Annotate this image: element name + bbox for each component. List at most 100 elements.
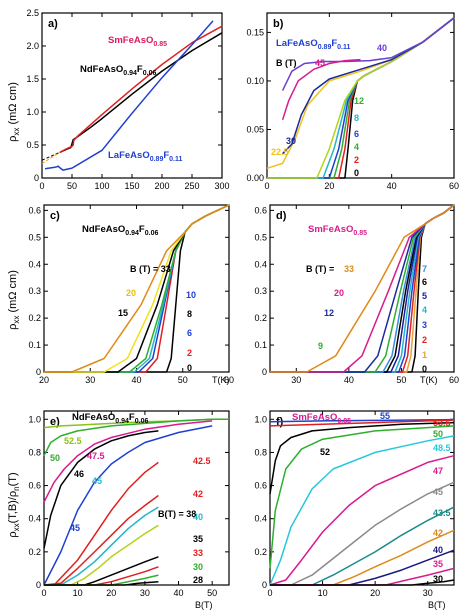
curve-label-8: 8 — [187, 309, 192, 319]
curve-label-33: 33 — [193, 548, 203, 558]
curve-label-52.5: 52.5 — [64, 436, 82, 446]
x-tick-label: 30 — [85, 375, 95, 385]
curve-label-6: 6 — [354, 129, 359, 139]
y-tick-label: 0.05 — [246, 124, 264, 134]
curve-label-33: 33 — [344, 264, 354, 274]
curve-label-45: 45 — [92, 476, 102, 486]
a-label-ndfeaso: NdFeAsO0.94F0.06 — [80, 64, 156, 77]
series-line-42 — [270, 529, 455, 586]
y-tick-label: 0.10 — [246, 76, 264, 86]
curve-label-40: 40 — [193, 512, 203, 522]
series-line-45 — [270, 481, 455, 586]
series-line-50 — [43, 418, 229, 457]
y-tick-label: 0.4 — [254, 259, 267, 269]
c-ylabel: ρxx (mΩ cm) — [7, 270, 21, 330]
series-line-43.5 — [270, 506, 455, 586]
curve-label-47: 47 — [433, 466, 443, 476]
e-ylabel: ρxx(T,B)/ρn(T) — [7, 472, 21, 537]
curve-label-42.5: 42.5 — [193, 456, 211, 466]
series-line-48.5 — [269, 435, 455, 586]
d-legend-title: B (T) = — [306, 264, 334, 274]
d-xlabel: T(K) — [420, 375, 438, 385]
series-line-40 — [270, 549, 455, 586]
y-tick-label: 0.5 — [28, 232, 41, 242]
curve-label-50: 50 — [433, 429, 443, 439]
series-line-45 — [281, 58, 361, 121]
y-tick-label: 0 — [262, 367, 267, 377]
a-label-smfeaso: SmFeAsO0.85 — [108, 35, 167, 48]
curve-label-2: 2 — [354, 155, 359, 165]
panel-frame — [266, 12, 455, 179]
y-tick-label: 0.2 — [28, 313, 41, 323]
x-tick-label: 30 — [423, 588, 433, 598]
x-tick-label: 30 — [291, 375, 301, 385]
x-tick-label: 40 — [344, 375, 354, 385]
series-line-40 — [281, 17, 455, 91]
x-tick-label: 20 — [324, 181, 334, 191]
curve-label-15: 15 — [118, 308, 128, 318]
panel-letter: a) — [48, 18, 58, 30]
x-tick-label: 300 — [214, 181, 229, 191]
y-tick-label: 0.8 — [28, 447, 41, 457]
series-line-curve — [59, 32, 223, 153]
y-tick-label: 0.2 — [28, 547, 41, 557]
curve-label-45: 45 — [315, 58, 325, 68]
x-tick-label: 20 — [106, 588, 116, 598]
series-line-50 — [269, 425, 455, 569]
y-tick-label: 0 — [36, 580, 41, 590]
series-line-53.5 — [269, 419, 455, 427]
x-tick-label: 0 — [267, 588, 272, 598]
curve-label-28: 28 — [193, 575, 203, 585]
y-tick-label: 0.4 — [254, 514, 267, 524]
curve-label-30: 30 — [193, 562, 203, 572]
curve-label-40: 40 — [433, 545, 443, 555]
a-label-lafeaso: LaFeAsO0.89F0.11 — [108, 150, 183, 163]
x-tick-label: 250 — [184, 181, 199, 191]
y-tick-label: 2.0 — [26, 41, 39, 51]
x-tick-label: 100 — [94, 181, 109, 191]
series-line-40 — [44, 506, 159, 586]
f-xlabel: B(T) — [428, 600, 446, 610]
y-tick-label: 0.6 — [254, 205, 267, 215]
curve-label-4: 4 — [422, 305, 427, 315]
x-tick-label: 150 — [124, 181, 139, 191]
panel-b: 0 20 40 600.000.050.100.15b)45403022.512864… — [246, 12, 459, 191]
curve-label-35: 35 — [193, 534, 203, 544]
y-tick-label: 0.15 — [246, 27, 264, 37]
curve-label-7: 7 — [422, 264, 427, 274]
b-title: LaFeAsO0.89F0.11 — [276, 38, 351, 51]
curve-label-4: 4 — [354, 142, 359, 152]
panel-letter: b) — [273, 18, 284, 30]
curve-label-8: 8 — [354, 113, 359, 123]
curve-label-9: 9 — [318, 341, 323, 351]
curve-label-22.5: 22.5 — [271, 147, 289, 157]
c-legend-title: B (T) = 33 — [130, 264, 171, 274]
y-tick-label: 0.4 — [28, 259, 41, 269]
curve-label-0: 0 — [354, 168, 359, 178]
series-line-33 — [44, 204, 230, 373]
y-tick-label: 1.0 — [26, 107, 39, 117]
c-xlabel: T(K) — [212, 375, 230, 385]
y-tick-label: 0.1 — [28, 340, 41, 350]
series-line-52 — [269, 421, 455, 495]
curve-label-45: 45 — [433, 487, 443, 497]
series-line-46 — [43, 430, 159, 549]
series-line-45 — [43, 425, 213, 586]
x-tick-label: 60 — [449, 181, 459, 191]
y-tick-label: 0.6 — [254, 481, 267, 491]
extrapolation-line — [41, 151, 61, 161]
series-line-curve — [44, 20, 214, 171]
x-tick-label: 0 — [264, 181, 269, 191]
panel-letter: c) — [50, 210, 60, 222]
y-tick-label: 0.5 — [26, 140, 39, 150]
series-line-28 — [44, 580, 159, 586]
y-tick-label: 0.6 — [28, 481, 41, 491]
curve-label-6: 6 — [187, 328, 192, 338]
y-tick-label: 0.3 — [28, 286, 41, 296]
e-legend-title: B(T) = 38 — [158, 509, 196, 519]
